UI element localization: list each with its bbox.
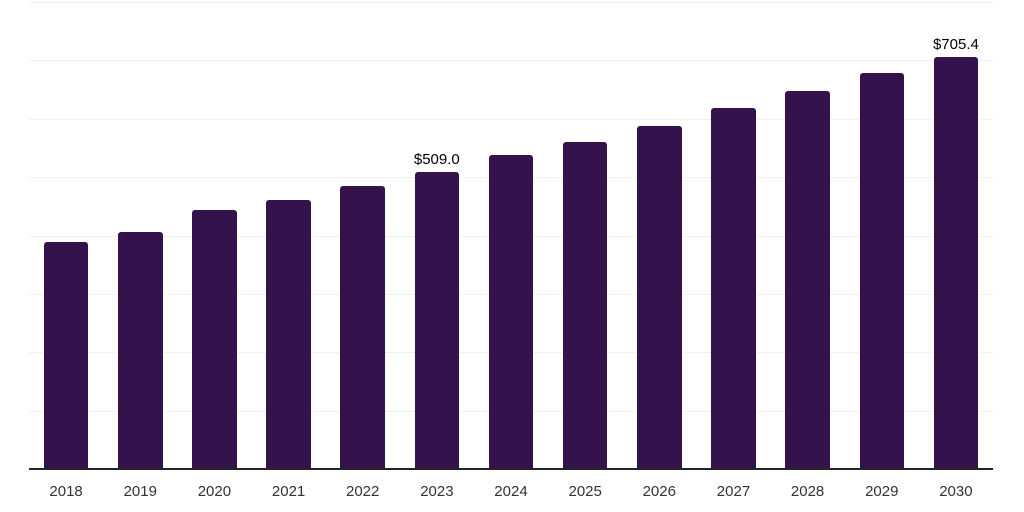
bar-2023 xyxy=(414,171,460,469)
x-tick-label-2026: 2026 xyxy=(642,483,676,500)
bar-2029 xyxy=(859,73,904,469)
bar-2025 xyxy=(562,141,608,469)
gridline-600 xyxy=(29,118,993,120)
x-tick-label-2027: 2027 xyxy=(716,483,751,500)
bar-2022 xyxy=(340,185,385,469)
bar-2028 xyxy=(785,91,830,469)
x-tick-label-2020: 2020 xyxy=(197,483,232,500)
x-tick-label-2030: 2030 xyxy=(939,483,973,500)
bar-2018 xyxy=(43,241,89,469)
bar-2021 xyxy=(266,199,311,469)
x-tick-label-2023: 2023 xyxy=(420,483,454,500)
x-tick-label-2019: 2019 xyxy=(123,483,157,500)
x-tick-label-2018: 2018 xyxy=(49,483,83,500)
x-axis-tick-labels: 2018 2019 2020 2021 2022 2023 2024 2025 2026 2027… xyxy=(29,483,993,504)
gridline-800 xyxy=(29,2,993,3)
x-tick-label-2028: 2028 xyxy=(790,483,825,500)
x-tick-label-2029: 2029 xyxy=(865,483,899,500)
data-label-2030: $705.4 xyxy=(932,36,979,54)
bar-2024 xyxy=(488,155,534,469)
x-tick-label-2024: 2024 xyxy=(494,483,528,500)
plot-area: $509.0 $705.4 xyxy=(29,2,993,469)
data-label-2023: $509.0 xyxy=(413,150,460,168)
bar-2020 xyxy=(192,209,237,469)
x-tick-label-2021: 2021 xyxy=(271,483,306,500)
bar-2030 xyxy=(933,57,979,469)
gridline-700 xyxy=(29,60,993,62)
bar-2026 xyxy=(637,126,682,469)
bar-2019 xyxy=(118,232,163,469)
x-axis-line xyxy=(29,468,993,470)
bar-2027 xyxy=(711,108,756,469)
x-tick-label-2022: 2022 xyxy=(346,483,380,500)
x-tick-label-2025: 2025 xyxy=(568,483,602,500)
